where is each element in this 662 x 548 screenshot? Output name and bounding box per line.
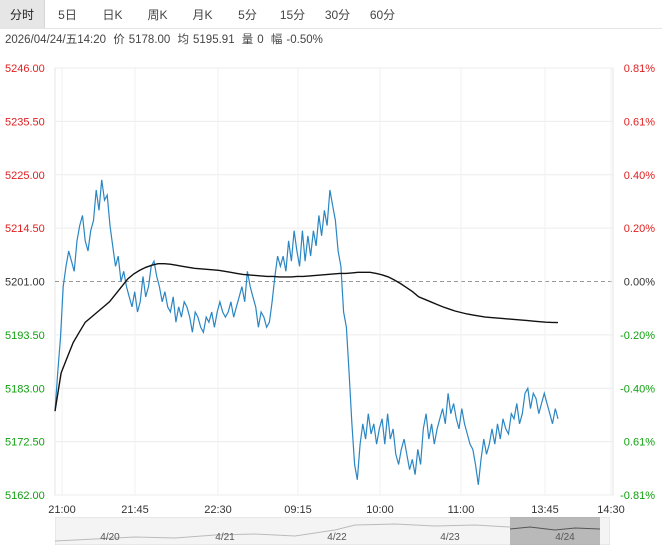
y-right-tick: -0.40% — [620, 383, 655, 395]
x-tick: 22:30 — [204, 504, 232, 515]
y-left-tick: 5201.00 — [5, 277, 45, 289]
navigator-date-label: 4/23 — [440, 532, 460, 543]
avg-value: 5195.91 — [193, 34, 235, 46]
navigator-window-line — [509, 526, 601, 531]
y-left-tick: 5235.50 — [5, 116, 45, 128]
y-right-tick: 0.00% — [624, 277, 655, 289]
navigator-selected-window[interactable] — [510, 517, 600, 545]
navigator-date-label: 4/24 — [555, 532, 575, 543]
y-right-tick: 0.40% — [624, 170, 655, 182]
intraday-chart[interactable]: 5246.00 0.81% 5235.50 0.61% 5225.00 0.40% 5214… — [0, 60, 662, 515]
x-tick: 10:00 — [366, 504, 394, 515]
y-right-tick: 0.61% — [624, 116, 655, 128]
y-left-tick: 5162.00 — [5, 490, 45, 502]
x-tick: 11:00 — [448, 504, 475, 515]
plot-area-frame — [54, 67, 614, 496]
chg-value: -0.50% — [286, 34, 323, 46]
chg-label: 幅 — [270, 34, 283, 46]
y-right-tick: -0.81% — [620, 490, 655, 502]
time-navigator[interactable]: 4/20 4/21 4/22 4/23 4/24 — [55, 517, 610, 545]
y-left-tick: 5193.50 — [5, 330, 45, 342]
tab-1[interactable]: 5日 — [58, 7, 77, 22]
y-left-tick: 5225.00 — [5, 170, 45, 182]
y-left-tick: 5246.00 — [5, 63, 45, 75]
navigator-date-label: 4/21 — [215, 532, 235, 543]
tab-7[interactable]: 30分 — [324, 7, 351, 22]
tab-2[interactable]: 日K — [102, 7, 123, 22]
vol-label: 量 — [241, 34, 254, 46]
navigator-date-label: 4/22 — [327, 532, 347, 543]
tab-6[interactable]: 15分 — [279, 7, 306, 22]
tab-4[interactable]: 月K — [192, 7, 213, 22]
price-series-line — [54, 179, 559, 485]
tab-3[interactable]: 周K — [147, 7, 168, 22]
y-left-tick: 5214.50 — [5, 223, 45, 235]
y-right-tick: -0.20% — [620, 330, 655, 342]
tab-0[interactable]: 分时 — [0, 0, 45, 28]
x-tick: 09:15 — [284, 504, 312, 515]
navigator-date-label: 4/20 — [100, 532, 120, 543]
navigator-preview-line — [55, 523, 511, 542]
price-value: 5178.00 — [128, 34, 171, 46]
price-label: 价 — [113, 34, 125, 46]
x-tick: 14:30 — [597, 504, 625, 515]
quote-datetime: 2026/04/24/五14:20 — [5, 34, 107, 46]
y-right-tick: 0.20% — [624, 223, 655, 235]
y-right-tick: 0.61% — [624, 437, 655, 449]
tab-8[interactable]: 60分 — [369, 7, 396, 22]
y-left-tick: 5183.00 — [5, 383, 45, 395]
x-tick: 13:45 — [531, 504, 559, 515]
average-series-line — [54, 262, 559, 412]
period-tab-bar: 分时 5日 日K 周K 月K 5分 15分 30分 60分 — [0, 0, 662, 29]
avg-label: 均 — [177, 34, 190, 46]
x-tick: 21:45 — [121, 504, 149, 515]
y-right-tick: 0.81% — [624, 63, 655, 75]
tab-5[interactable]: 5分 — [238, 7, 257, 22]
y-left-tick: 5172.50 — [5, 437, 45, 449]
x-tick: 21:00 — [48, 504, 76, 515]
vol-value: 0 — [257, 34, 264, 46]
